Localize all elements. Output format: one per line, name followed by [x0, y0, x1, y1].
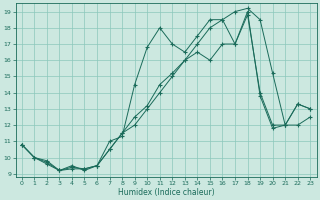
X-axis label: Humidex (Indice chaleur): Humidex (Indice chaleur) — [118, 188, 214, 197]
